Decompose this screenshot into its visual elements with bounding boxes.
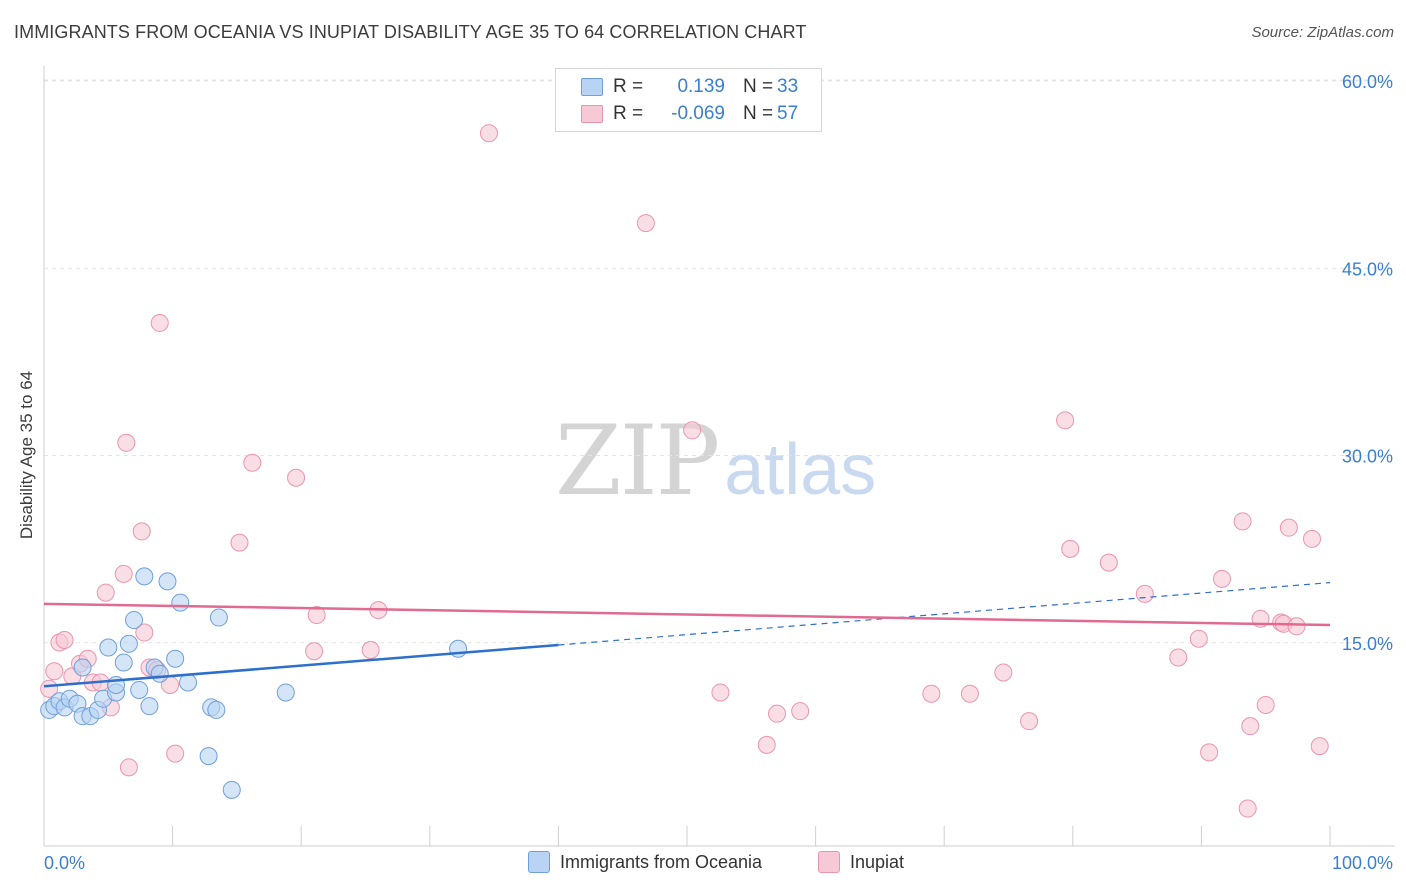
inupiat-point [479,124,498,143]
inupiat-point [45,662,64,681]
legend-n-value: 57 [777,103,799,124]
inupiat-point [960,684,979,703]
inupiat-point [1233,512,1252,531]
inupiat-point [1189,629,1208,648]
inupiat-point [230,533,249,552]
inupiat-point [1099,553,1118,572]
inupiat-point [150,313,169,332]
inupiat-point [683,421,702,440]
inupiat-point [287,468,306,487]
oceania-point [119,634,138,653]
legend-n-label: N = [743,103,774,124]
inupiat-point [96,583,115,602]
oceania-point [207,700,226,719]
series-swatch-oceania [528,851,550,873]
legend-n-value: 33 [777,76,799,97]
inupiat-point [1135,584,1154,603]
source-credit: Source: ZipAtlas.com [1251,24,1394,41]
inupiat-point [114,564,133,583]
y-tick-label: 60.0% [1342,72,1393,92]
inupiat-point [132,522,151,541]
oceania-point [150,664,169,683]
inupiat-point [243,453,262,472]
x-tick-label: 100.0% [1332,853,1393,873]
inupiat-point [791,702,810,721]
y-tick-label: 30.0% [1342,447,1393,467]
inupiat-point [305,642,324,661]
legend-r-label: R = [613,103,644,124]
oceania-point [199,747,218,766]
inupiat-point [166,744,185,763]
inupiat-point [361,641,380,660]
inupiat-point [757,735,776,754]
inupiat-point [1241,717,1260,736]
correlation-legend: R = 0.139 N = 33 R = -0.069 N = 57 [555,68,822,132]
inupiat-point [994,663,1013,682]
inupiat-point [1200,743,1219,762]
inupiat-point [117,433,136,452]
inupiat-point [1020,712,1039,731]
oceania-point [73,658,92,677]
legend-row-inupiat: R = -0.069 N = 57 [556,100,798,128]
series-legend-inupiat: Inupiat [818,851,904,873]
inupiat-trend-line [43,602,1331,627]
legend-r-label: R = [613,76,644,97]
chart-title: IMMIGRANTS FROM OCEANIA VS INUPIAT DISAB… [14,22,807,42]
watermark-atlas: atlas [724,430,877,510]
y-tick-label: 15.0% [1342,634,1393,654]
inupiat-point [1056,411,1075,430]
oceania-point [130,680,149,699]
y-tick-label: 45.0% [1342,259,1393,279]
legend-row-oceania: R = 0.139 N = 33 [556,73,798,101]
oceania-point [171,593,190,612]
inupiat-point [1279,518,1298,537]
inupiat-point [636,214,655,233]
inupiat-point [135,623,154,642]
oceania-point [166,649,185,668]
series-label-inupiat: Inupiat [850,851,905,872]
legend-n-label: N = [743,76,774,97]
inupiat-point [711,683,730,702]
inupiat-point [922,684,941,703]
oceania-trend-line [43,643,559,688]
inupiat-point [119,758,138,777]
series-legend: Immigrants from Oceania Inupiat [0,851,1406,879]
oceania-point [179,673,198,692]
oceania-point [99,638,118,657]
oceania-point [222,780,241,799]
series-legend-oceania: Immigrants from Oceania [528,851,762,873]
inupiat-point [1238,799,1257,818]
oceania-point [276,683,295,702]
inupiat-point [1169,648,1188,667]
oceania-point [158,572,177,591]
oceania-point [125,611,144,630]
inupiat-point [55,631,74,650]
legend-r-value: -0.069 [671,103,725,124]
legend-swatch-oceania [581,78,603,96]
oceania-trend-extension [558,582,1331,646]
x-tick-label: 0.0% [44,853,85,873]
oceania-point [209,608,228,627]
series-label-oceania: Immigrants from Oceania [560,851,763,872]
series-swatch-inupiat [818,851,840,873]
inupiat-point [1287,617,1306,636]
legend-r-value: 0.139 [677,76,725,97]
inupiat-point [1061,539,1080,558]
inupiat-point [1212,569,1231,588]
inupiat-point [768,704,787,723]
inupiat-point [1310,737,1329,756]
legend-swatch-inupiat [581,105,603,123]
inupiat-point [307,606,326,625]
inupiat-point [1302,529,1321,548]
oceania-point [140,697,159,716]
oceania-point [135,567,154,586]
oceania-point [114,653,133,672]
inupiat-point [1256,695,1275,714]
